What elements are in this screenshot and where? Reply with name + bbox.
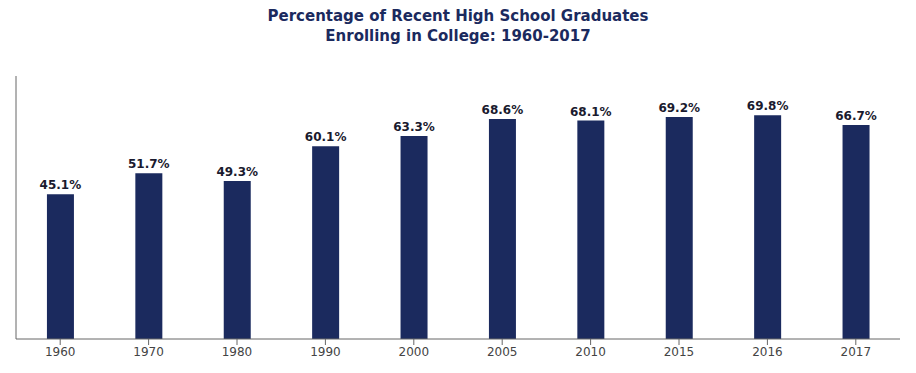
svg-text:2010: 2010: [575, 345, 606, 359]
svg-text:2015: 2015: [664, 345, 695, 359]
svg-text:68.6%: 68.6%: [482, 103, 524, 117]
svg-text:1960: 1960: [45, 345, 76, 359]
svg-text:66.7%: 66.7%: [835, 109, 877, 123]
svg-text:1970: 1970: [133, 345, 164, 359]
svg-text:2000: 2000: [399, 345, 430, 359]
svg-text:63.3%: 63.3%: [393, 120, 435, 134]
svg-text:68.1%: 68.1%: [570, 105, 612, 119]
svg-text:60.1%: 60.1%: [305, 130, 347, 144]
html-text:Enrolling in College: 1960-201: Enrolling in College: 1960-2017: [325, 27, 591, 46]
svg-text:45.1%: 45.1%: [40, 178, 82, 192]
svg-text:1980: 1980: [222, 345, 253, 359]
svg-text:2005: 2005: [487, 345, 518, 359]
svg-text:2017: 2017: [841, 345, 872, 359]
svg-text:49.3%: 49.3%: [216, 165, 258, 179]
svg-text:2016: 2016: [752, 345, 783, 359]
svg-text:51.7%: 51.7%: [128, 157, 170, 171]
svg-text:69.8%: 69.8%: [747, 99, 789, 113]
svg-text:1990: 1990: [310, 345, 341, 359]
svg-text:69.2%: 69.2%: [658, 101, 700, 115]
html-text:Percentage of Recent High Scho: Percentage of Recent High School Graduat…: [267, 7, 649, 25]
